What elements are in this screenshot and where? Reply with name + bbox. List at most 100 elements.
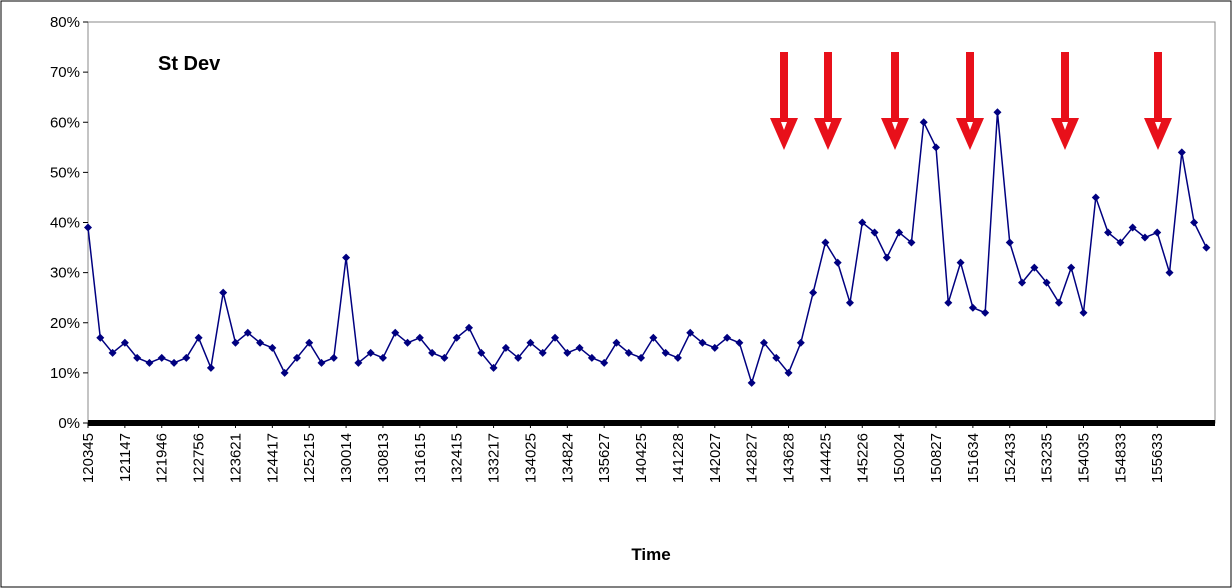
- marker: [514, 353, 523, 362]
- marker: [428, 348, 437, 357]
- x-tick-label: 154035: [1075, 433, 1092, 483]
- y-tick-label: 50%: [50, 164, 80, 181]
- marker: [1054, 298, 1063, 307]
- x-axis-label: Time: [631, 545, 670, 564]
- x-tick-label: 141228: [670, 433, 687, 483]
- marker: [1190, 218, 1199, 227]
- marker: [661, 348, 670, 357]
- marker: [268, 343, 277, 352]
- x-tick-label: 142827: [744, 433, 761, 483]
- marker: [723, 333, 732, 342]
- x-tick-label: 142027: [707, 433, 724, 483]
- arrows: [770, 52, 1172, 150]
- marker: [1042, 278, 1051, 287]
- marker: [84, 223, 92, 232]
- arrow-notch: [825, 122, 831, 130]
- marker: [809, 288, 818, 297]
- marker: [1202, 243, 1211, 252]
- marker: [391, 328, 400, 337]
- marker: [1079, 308, 1088, 317]
- marker: [231, 338, 240, 347]
- marker: [944, 298, 953, 307]
- marker: [698, 338, 707, 347]
- marker: [256, 338, 265, 347]
- marker: [366, 348, 375, 357]
- marker: [968, 303, 977, 312]
- x-tick-label: 152433: [1002, 433, 1019, 483]
- marker: [489, 363, 498, 372]
- marker: [354, 358, 363, 367]
- x-tick-label: 143628: [781, 433, 798, 483]
- marker: [784, 368, 793, 377]
- arrow: [956, 52, 984, 150]
- marker: [477, 348, 486, 357]
- marker: [870, 228, 879, 237]
- y-tick-label: 60%: [50, 114, 80, 131]
- marker: [342, 253, 351, 262]
- marker: [317, 358, 326, 367]
- marker: [415, 333, 424, 342]
- marker: [526, 338, 535, 347]
- marker: [821, 238, 830, 247]
- marker: [206, 363, 215, 372]
- marker: [796, 338, 805, 347]
- x-tick-label: 121147: [117, 433, 134, 482]
- marker: [551, 333, 560, 342]
- marker: [575, 343, 584, 352]
- x-tick-label: 134025: [522, 433, 539, 483]
- marker: [1177, 148, 1186, 157]
- x-tick-label: 123621: [227, 433, 244, 483]
- marker: [403, 338, 412, 347]
- marker: [919, 118, 928, 127]
- y-tick-label: 40%: [50, 215, 80, 232]
- marker: [292, 353, 301, 362]
- marker: [452, 333, 461, 342]
- marker: [981, 308, 990, 317]
- marker: [882, 253, 891, 262]
- arrow: [1144, 52, 1172, 150]
- arrow: [770, 52, 798, 150]
- marker: [1018, 278, 1027, 287]
- marker: [1140, 233, 1149, 242]
- marker: [133, 353, 142, 362]
- marker: [858, 218, 867, 227]
- marker: [907, 238, 916, 247]
- marker: [600, 358, 609, 367]
- marker: [759, 338, 768, 347]
- y-tick-label: 10%: [50, 365, 80, 382]
- x-tick-label: 150827: [928, 433, 945, 483]
- y-tick-label: 30%: [50, 265, 80, 282]
- x-tick-label: 131615: [412, 433, 429, 483]
- x-tick-label: 155633: [1149, 433, 1166, 483]
- x-tick-label: 145226: [854, 433, 871, 483]
- marker: [219, 288, 228, 297]
- marker: [120, 338, 129, 347]
- x-tick-label: 134824: [559, 433, 576, 483]
- marker: [157, 353, 166, 362]
- marker: [649, 333, 658, 342]
- y-tick-label: 0%: [58, 415, 80, 432]
- arrow-notch: [967, 122, 973, 130]
- marker: [637, 353, 646, 362]
- x-tick-label: 140425: [633, 433, 650, 483]
- marker: [538, 348, 547, 357]
- arrow-notch: [892, 122, 898, 130]
- marker: [501, 343, 510, 352]
- plot-area: [87, 21, 1216, 424]
- arrow: [814, 52, 842, 150]
- line: [87, 112, 1208, 386]
- marker: [587, 353, 596, 362]
- x-tick-label: 154833: [1112, 433, 1129, 483]
- marker: [96, 333, 105, 342]
- marker: [956, 258, 965, 267]
- marker: [108, 348, 117, 357]
- marker: [145, 358, 154, 367]
- marker: [329, 353, 338, 362]
- marker: [845, 298, 854, 307]
- arrow: [881, 52, 909, 150]
- marker: [1153, 228, 1162, 237]
- arrow: [1051, 52, 1079, 150]
- marker: [170, 358, 179, 367]
- marker: [243, 328, 252, 337]
- x-tick-label: 150024: [891, 433, 908, 483]
